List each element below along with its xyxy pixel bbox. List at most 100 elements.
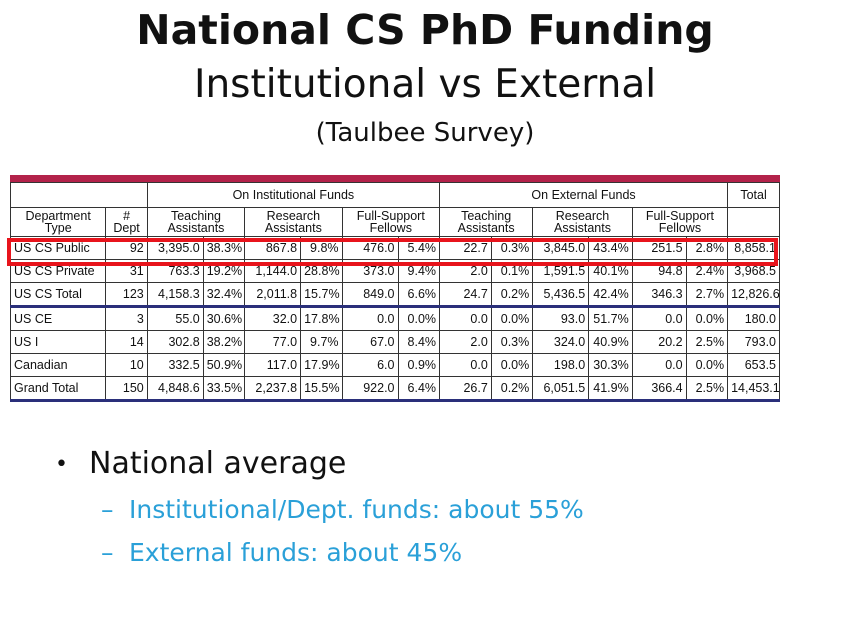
dept-type-cell: US CE	[9, 306, 107, 331]
value-cell: 346.3	[631, 282, 687, 308]
dept-type-cell: US I	[9, 330, 107, 354]
value-cell: 4,158.3	[146, 282, 204, 308]
group-header-total: Total	[727, 182, 780, 208]
col-header-dept-type: Department Type	[9, 207, 107, 237]
dash-icon: –	[101, 495, 114, 524]
group-header-external: On External Funds	[439, 182, 729, 208]
value-cell: 30.6%	[202, 306, 246, 331]
dept-count-cell: 10	[105, 353, 148, 377]
col-header-ext-fellows: Full-Support Fellows	[631, 207, 729, 237]
value-cell: 0.0	[631, 353, 687, 377]
value-cell: 0.0%	[685, 306, 729, 331]
value-cell: 38.2%	[202, 330, 246, 354]
value-cell: 42.4%	[588, 282, 633, 308]
value-cell: 50.9%	[202, 353, 246, 377]
total-cell: 653.5	[727, 353, 780, 377]
value-cell: 40.9%	[588, 330, 633, 354]
slide-subtitle: Institutional vs External	[193, 62, 657, 107]
value-cell: 2,237.8	[244, 376, 302, 402]
value-cell: 2.5%	[685, 376, 729, 402]
value-cell: 33.5%	[202, 376, 246, 402]
table-row: US I 14 302.8 38.2% 77.0 9.7% 67.0 8.4% 2.0 0.3% 3…	[9, 330, 780, 354]
value-cell: 15.7%	[300, 282, 343, 308]
total-cell: 793.0	[727, 330, 780, 354]
value-cell: 198.0	[532, 353, 590, 377]
total-cell: 14,453.1	[727, 376, 780, 402]
dept-type-cell: US CS Total	[9, 282, 107, 308]
value-cell: 0.0%	[490, 306, 534, 331]
total-cell: 180.0	[727, 306, 780, 331]
value-cell: 0.0	[341, 306, 399, 331]
value-cell: 332.5	[146, 353, 204, 377]
sub-bullet-external: – External funds: about 45%	[101, 538, 584, 567]
value-cell: 30.3%	[588, 353, 633, 377]
dept-count-cell: 3	[105, 306, 148, 331]
bullet-dot-icon: •	[55, 452, 68, 477]
table-body: US CS Public 92 3,395.0 38.3% 867.8 9.8% 476.0…	[9, 236, 780, 402]
value-cell: 302.8	[146, 330, 204, 354]
value-cell: 0.1%	[490, 259, 534, 283]
slide-source: (Taulbee Survey)	[315, 118, 535, 148]
empty-header-cell	[10, 182, 148, 208]
value-cell: 67.0	[341, 330, 399, 354]
dept-type-cell: Grand Total	[9, 376, 107, 402]
value-cell: 0.2%	[490, 376, 534, 402]
value-cell: 366.4	[631, 376, 687, 402]
value-cell: 922.0	[341, 376, 399, 402]
col-header-inst-ta: Teaching Assistants	[146, 207, 246, 237]
value-cell: 4,848.6	[146, 376, 204, 402]
sub-bullet-institutional: – Institutional/Dept. funds: about 55%	[101, 495, 584, 524]
col-header-inst-ra: Research Assistants	[244, 207, 343, 237]
value-cell: 77.0	[244, 330, 302, 354]
value-cell: 117.0	[244, 353, 302, 377]
value-cell: 6.0	[341, 353, 399, 377]
value-cell: 17.8%	[300, 306, 343, 331]
value-cell: 24.7	[439, 282, 492, 308]
value-cell: 0.0%	[397, 306, 441, 331]
value-cell: 93.0	[532, 306, 590, 331]
col-header-num-dept: # Dept	[105, 207, 148, 237]
value-cell: 6.4%	[397, 376, 441, 402]
value-cell: 0.9%	[397, 353, 441, 377]
value-cell: 2,011.8	[244, 282, 302, 308]
sub-bullet-text: Institutional/Dept. funds: about 55%	[129, 495, 584, 524]
value-cell: 2.8%	[685, 236, 729, 260]
value-cell: 2.5%	[685, 330, 729, 354]
value-cell: 17.9%	[300, 353, 343, 377]
table-row: US CS Total 123 4,158.3 32.4% 2,011.8 15.7% 84…	[9, 282, 780, 308]
value-cell: 2.7%	[685, 282, 729, 308]
dept-type-cell: Canadian	[9, 353, 107, 377]
col-header-ext-ta: Teaching Assistants	[439, 207, 534, 237]
value-cell: 20.2	[631, 330, 687, 354]
column-header-row: Department Type # Dept Teaching Assistan…	[9, 207, 780, 237]
value-cell: 0.0%	[685, 353, 729, 377]
value-cell: 0.0	[439, 353, 492, 377]
value-cell: 6.6%	[397, 282, 441, 308]
group-header-row: On Institutional Funds On External Funds…	[10, 182, 780, 208]
value-cell: 6,051.5	[532, 376, 590, 402]
value-cell: 2.0	[439, 330, 492, 354]
us-cs-public-highlight	[7, 238, 778, 266]
bullet-list: • National average – Institutional/Dept. f…	[55, 446, 584, 567]
value-cell: 0.3%	[490, 330, 534, 354]
value-cell: 9.7%	[300, 330, 343, 354]
dept-count-cell: 150	[105, 376, 148, 402]
table-accent-bar	[10, 175, 780, 182]
dept-count-cell: 123	[105, 282, 148, 308]
value-cell: 0.2%	[490, 282, 534, 308]
table-row: Grand Total 150 4,848.6 33.5% 2,237.8 15.5% 92…	[9, 376, 780, 402]
funding-table: On Institutional Funds On External Funds…	[9, 182, 780, 402]
value-cell: 51.7%	[588, 306, 633, 331]
total-cell: 12,826.6	[727, 282, 780, 308]
value-cell: 41.9%	[588, 376, 633, 402]
value-cell: 849.0	[341, 282, 399, 308]
col-header-ext-ra: Research Assistants	[532, 207, 633, 237]
bullet-main: • National average	[55, 446, 584, 481]
slide-title: National CS PhD Funding	[136, 6, 714, 54]
value-cell: 0.0	[439, 306, 492, 331]
table-row: US CE 3 55.0 30.6% 32.0 17.8% 0.0 0.0% 0.0 0.0% 93…	[9, 306, 780, 331]
value-cell: 32.4%	[202, 282, 246, 308]
value-cell: 26.7	[439, 376, 492, 402]
col-header-inst-fellows: Full-Support Fellows	[341, 207, 441, 237]
dept-count-cell: 14	[105, 330, 148, 354]
